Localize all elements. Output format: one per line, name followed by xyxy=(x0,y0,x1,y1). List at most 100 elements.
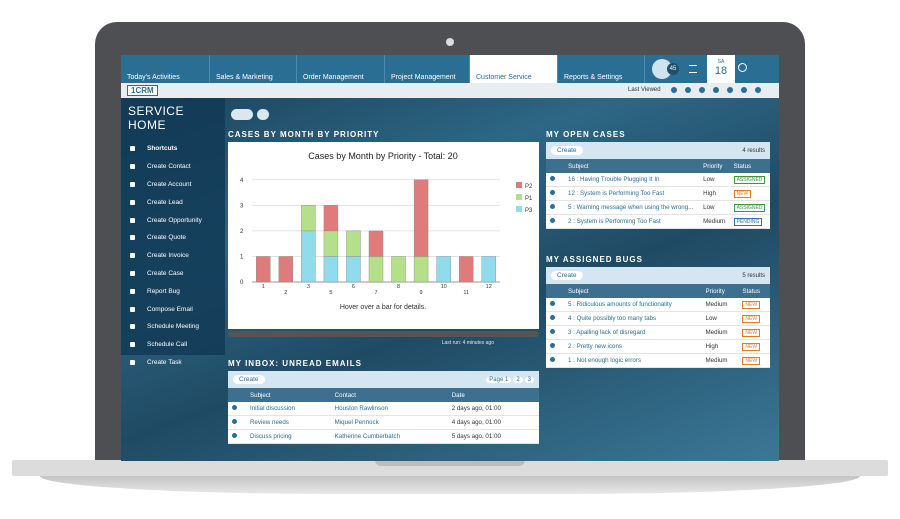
avatar[interactable] xyxy=(652,59,672,79)
shortcut-item[interactable]: Create Contact xyxy=(121,158,225,176)
info-icon[interactable] xyxy=(550,218,555,223)
priority-text: Medium xyxy=(703,218,726,225)
page-button[interactable]: 2 xyxy=(513,376,523,383)
subject-text[interactable]: 5 : Warning message when using the wrong… xyxy=(568,204,694,211)
shortcut-item[interactable]: Create Lead xyxy=(121,193,225,211)
calendar[interactable]: SA 18 xyxy=(707,55,735,83)
priority-text: Medium xyxy=(705,357,728,364)
create-button[interactable]: Create xyxy=(551,271,583,280)
recent-icon[interactable] xyxy=(713,87,719,93)
info-icon[interactable] xyxy=(550,329,555,334)
shortcut-label: Shortcuts xyxy=(147,145,178,153)
status-badge: ASSIGNED xyxy=(733,176,766,184)
recent-icon[interactable] xyxy=(755,87,761,93)
nav-tab[interactable]: Reports & Settings xyxy=(558,55,645,83)
bar-segment xyxy=(481,256,496,283)
subject-text[interactable]: 2 : System is Performing Too Fast xyxy=(568,218,661,225)
search-icon[interactable] xyxy=(738,63,747,72)
nav-tab[interactable]: Project Management xyxy=(385,55,470,83)
recent-icon[interactable] xyxy=(699,87,705,93)
create-button[interactable]: Create xyxy=(551,146,583,155)
shortcut-label[interactable]: Schedule Meeting xyxy=(147,323,200,331)
shortcut-label[interactable]: Create Lead xyxy=(147,198,183,206)
page-button[interactable]: Page 1 xyxy=(486,376,512,383)
shortcut-item[interactable]: Schedule Meeting xyxy=(121,318,225,336)
subject-text[interactable]: 16 : Having Trouble Plugging It In xyxy=(568,176,660,183)
info-icon[interactable] xyxy=(550,357,555,362)
subject-text[interactable]: 4 : Quite possibly too many tabs xyxy=(568,315,657,322)
info-icon[interactable] xyxy=(550,204,555,209)
shortcut-item[interactable]: Compose Email xyxy=(121,300,225,318)
info-icon[interactable] xyxy=(550,343,555,348)
info-icon[interactable] xyxy=(550,301,555,306)
contact-text[interactable]: Houston Rawlinson xyxy=(334,405,388,412)
subject-text[interactable]: 2 : Pretty new icons xyxy=(568,343,622,350)
subject-text[interactable]: Review needs xyxy=(250,419,289,426)
subject-text[interactable]: 3 : Apalling lack of disregard xyxy=(568,329,646,336)
contact-text[interactable]: Miquel Pennock xyxy=(334,419,379,426)
dashlet-title: CASES BY MONTH BY PRIORITY xyxy=(228,130,380,139)
subject-text[interactable]: 5 : Ridiculous amounts of functionality xyxy=(568,301,672,308)
bugs-dashlet: MY ASSIGNED BUGS Create 5 results Subject Pr… xyxy=(546,253,770,368)
header-cell: Subject xyxy=(564,284,702,298)
y-tick-label: 0 xyxy=(240,280,244,286)
shortcut-item[interactable]: Report Bug xyxy=(121,282,225,300)
info-icon[interactable] xyxy=(550,190,555,195)
recent-icon[interactable] xyxy=(671,87,677,93)
info-icon[interactable] xyxy=(232,433,237,438)
logo[interactable]: 1CRM xyxy=(127,85,158,96)
nav-tab[interactable]: Today's Activities xyxy=(121,55,210,83)
recent-icon[interactable] xyxy=(741,87,747,93)
help-button[interactable] xyxy=(257,109,269,120)
info-icon[interactable] xyxy=(550,315,555,320)
shortcut-item[interactable]: Create Task xyxy=(121,354,225,372)
settings-button[interactable] xyxy=(231,109,253,120)
recent-icon[interactable] xyxy=(727,87,733,93)
shortcut-label[interactable]: Create Quote xyxy=(147,234,187,242)
info-icon[interactable] xyxy=(550,176,555,181)
shortcut-label[interactable]: Create Opportunity xyxy=(147,216,202,224)
date-text: 4 days ago, 01:00 xyxy=(451,419,501,426)
info-icon[interactable] xyxy=(232,405,237,410)
info-icon[interactable] xyxy=(232,419,237,424)
last-viewed[interactable]: Last Viewed xyxy=(628,87,661,93)
scrollbar[interactable] xyxy=(228,331,539,337)
nav-tab[interactable]: Sales & Marketing xyxy=(210,55,297,83)
x-tick-label: 3 xyxy=(307,284,310,290)
shortcut-item[interactable]: Create Invoice xyxy=(121,247,225,265)
page-button[interactable]: 3 xyxy=(524,376,534,383)
bar-segment xyxy=(413,256,429,283)
menu-icon[interactable] xyxy=(689,65,697,73)
dashlet-title: MY INBOX: UNREAD EMAILS xyxy=(228,359,362,368)
shortcut-item[interactable]: Create Opportunity xyxy=(121,211,225,229)
shortcut-label[interactable]: Report Bug xyxy=(147,287,180,295)
shortcut-item[interactable]: Create Case xyxy=(121,265,225,283)
cell xyxy=(228,402,246,416)
shortcut-label[interactable]: Create Case xyxy=(147,269,184,277)
subject-text[interactable]: Discuss pricing xyxy=(250,433,292,440)
shortcut-item[interactable]: Schedule Call xyxy=(121,336,225,354)
priority-text: Low xyxy=(703,176,715,183)
row: 4 : Quite possibly too many tabs Low NEW xyxy=(546,311,770,326)
recent-icon[interactable] xyxy=(685,87,691,93)
shortcut-label[interactable]: Create Task xyxy=(147,358,182,366)
shortcut-label[interactable]: Create Account xyxy=(147,180,192,188)
shortcut-label[interactable]: Create Invoice xyxy=(147,252,189,260)
bar-segment xyxy=(323,230,339,257)
create-button[interactable]: Create xyxy=(233,375,265,384)
shortcut-label[interactable]: Schedule Call xyxy=(147,341,188,349)
cell: Katherine Cumberbatch xyxy=(330,429,448,444)
x-tick-label: 8 xyxy=(397,284,400,290)
subject-text[interactable]: 1 : Not enough logic errors xyxy=(568,357,641,364)
shortcut-item[interactable]: Create Quote xyxy=(121,229,225,247)
shortcut-icon xyxy=(130,181,135,187)
contact-text[interactable]: Katherine Cumberbatch xyxy=(334,433,401,440)
shortcut-label[interactable]: Compose Email xyxy=(147,305,193,313)
header-cell: Priority xyxy=(699,159,730,173)
nav-tab[interactable]: Order Management xyxy=(297,55,385,83)
subject-text[interactable]: 12 : System is Performing Too Fast xyxy=(568,190,665,197)
shortcut-label[interactable]: Create Contact xyxy=(147,163,191,171)
subject-text[interactable]: Initial discussion xyxy=(250,405,296,412)
shortcut-item[interactable]: Create Account xyxy=(121,176,225,194)
nav-tab[interactable]: Customer Service xyxy=(470,55,558,83)
